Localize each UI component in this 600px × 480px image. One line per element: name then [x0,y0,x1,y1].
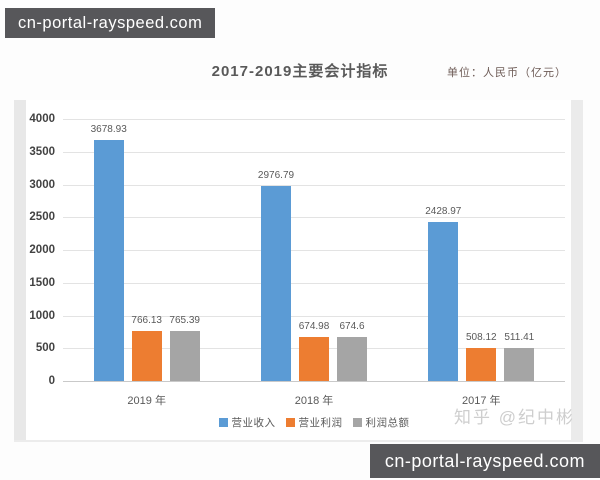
bar [299,336,329,381]
y-tick-label: 3500 [29,145,55,158]
bar-value-label: 674.98 [298,320,330,332]
bar-value-label: 765.39 [169,314,200,326]
chart-header: 2017-2019主要会计指标 单位：人民币（亿元） [0,60,600,82]
y-tick-label: 1000 [29,309,55,322]
y-tick-label: 500 [35,342,55,355]
bar-value-label: 2428.97 [425,205,462,217]
watermark-credit: 知乎 @纪中彬 [454,408,575,427]
bar [131,330,162,381]
bar [261,186,291,381]
y-tick-label: 2000 [29,244,55,256]
gridline [63,250,565,251]
gridline [63,151,565,153]
bar-value-label: 511.41 [504,331,535,343]
legend-item: 利润总额 [352,415,410,430]
chart-unit-label: 单位：人民币（亿元） [447,67,567,79]
panel-shadow-right [571,100,583,440]
legend-label: 营业收入 [231,416,276,429]
x-category-label: 2017 年 [462,395,501,407]
bar [337,336,367,381]
gridline [63,119,565,120]
legend-label: 利润总额 [365,416,410,429]
legend-swatch [285,417,295,427]
chart-panel: 0 500 1000 1500 2000 2500 3000 3500 4000 3678.93 7… [14,100,583,442]
gridline [63,184,565,186]
bar [504,347,535,381]
chart-title: 2017-2019主要会计指标 [211,63,389,80]
legend-item: 营业利润 [285,415,343,430]
watermark-top-left: cn-portal-rayspeed.com [5,8,216,38]
y-tick-label: 2500 [29,211,55,224]
y-tick-label: 3000 [29,178,55,191]
bar-value-label: 508.12 [466,331,497,343]
watermark-bottom-right: cn-portal-rayspeed.com [369,444,600,478]
legend-item: 营业收入 [218,415,276,430]
bar-value-label: 674.6 [339,320,365,332]
y-tick-label: 1500 [29,276,55,289]
x-axis-line [63,381,565,382]
bar [428,221,459,381]
bar [466,347,497,381]
bar-value-label: 2976.79 [257,170,295,181]
x-category-label: 2018 年 [294,395,334,407]
legend-swatch [352,417,362,427]
x-category-label: 2019 年 [127,395,166,407]
bar-value-label: 3678.93 [90,124,127,135]
panel-shadow-left [14,100,26,440]
bar [169,330,200,381]
y-tick-label: 0 [48,375,55,387]
gridline [63,315,565,317]
gridline [63,217,565,219]
chart-legend: 营业收入 营业利润 利润总额 [63,415,565,429]
legend-swatch [218,417,228,427]
y-tick-label: 4000 [29,113,55,125]
bar [93,140,124,381]
legend-label: 营业利润 [298,416,343,429]
gridline [63,282,565,284]
panel-bottom-edge [14,440,583,442]
bar-value-label: 766.13 [131,314,162,326]
